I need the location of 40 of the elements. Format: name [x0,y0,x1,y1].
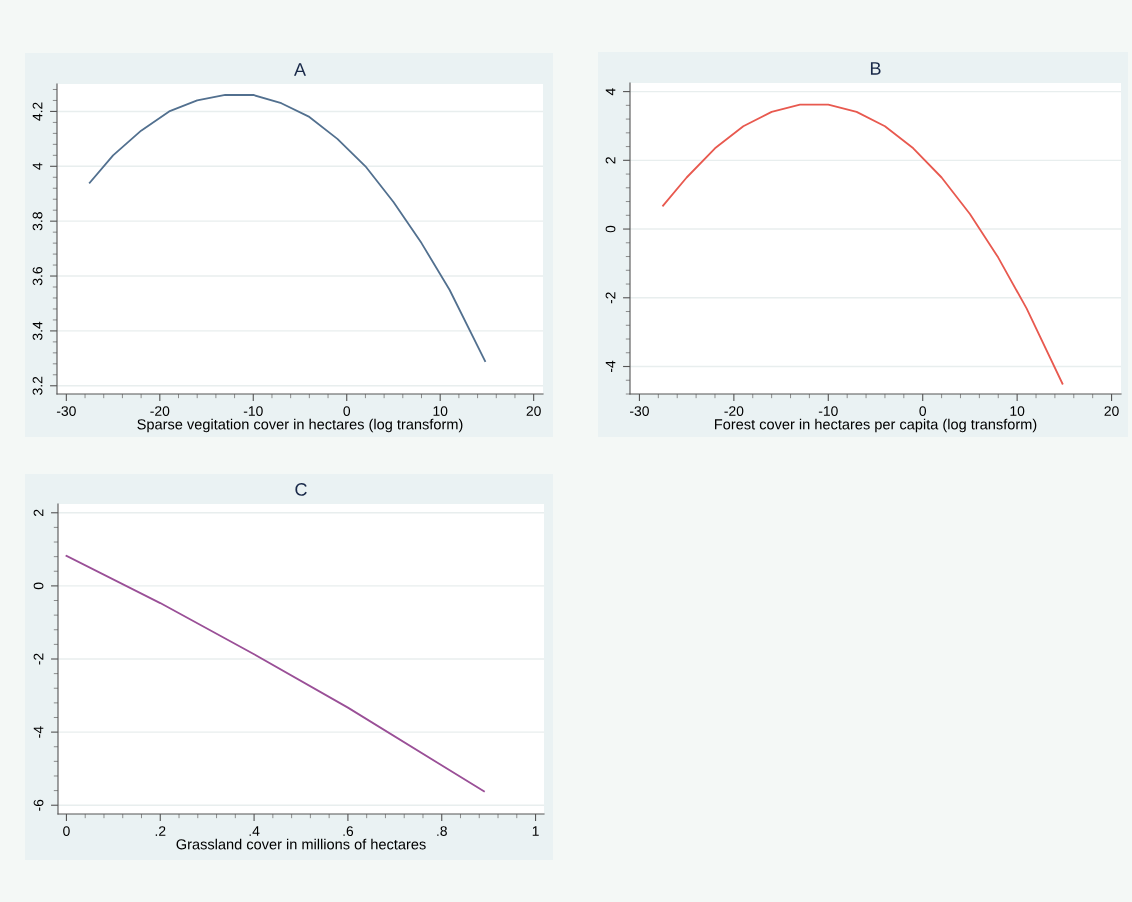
x-tick-label: -10 [818,406,838,417]
x-tick-label: 20 [1104,406,1119,417]
y-tick-label: 2 [33,509,44,516]
y-tick-label: -2 [33,653,44,665]
x-axis-title: Sparse vegitation cover in hectares (log transform) [137,418,463,433]
y-tick-label: -4 [605,360,616,373]
y-tick-label: 0 [605,225,616,233]
x-tick-label: -30 [630,406,649,417]
x-tick-label: 10 [433,406,448,417]
x-tick-label: -20 [724,406,744,417]
x-tick-label: -30 [56,406,76,417]
x-tick-label: .6 [343,826,354,837]
y-tick-label: 3.4 [32,321,43,341]
y-tick-label: 3.6 [32,266,43,286]
x-tick-label: 20 [526,406,541,417]
y-tick-label: -4 [33,726,44,738]
x-axis-title: Forest cover in hectares per capita (log transform) [715,418,1037,433]
x-tick-label: 1 [532,826,539,836]
y-tick-label: -2 [605,292,616,304]
y-tick-label: 3.8 [32,212,43,231]
chart-title: A [294,63,306,76]
y-tick-label: -6 [33,799,44,811]
x-tick-label: 0 [63,826,70,837]
chart-title: B [870,62,881,75]
y-tick-label: 0 [33,582,44,590]
x-tick-label: 0 [343,406,351,417]
x-tick-label: .2 [155,826,166,836]
chart-title: C [295,483,307,496]
y-tick-label: 4.2 [32,102,43,121]
x-axis-title: Grassland cover in millions of hectares [176,838,426,850]
y-tick-label: 2 [605,157,616,164]
x-tick-label: .8 [437,826,447,837]
x-tick-label: 10 [1010,406,1025,417]
x-tick-label: -20 [150,406,170,417]
y-tick-label: 3.2 [32,376,43,395]
y-tick-label: 4 [32,162,43,170]
x-tick-label: .4 [249,826,260,836]
x-tick-label: -10 [243,406,263,417]
y-tick-label: 4 [605,88,616,96]
x-tick-label: 0 [919,406,927,417]
